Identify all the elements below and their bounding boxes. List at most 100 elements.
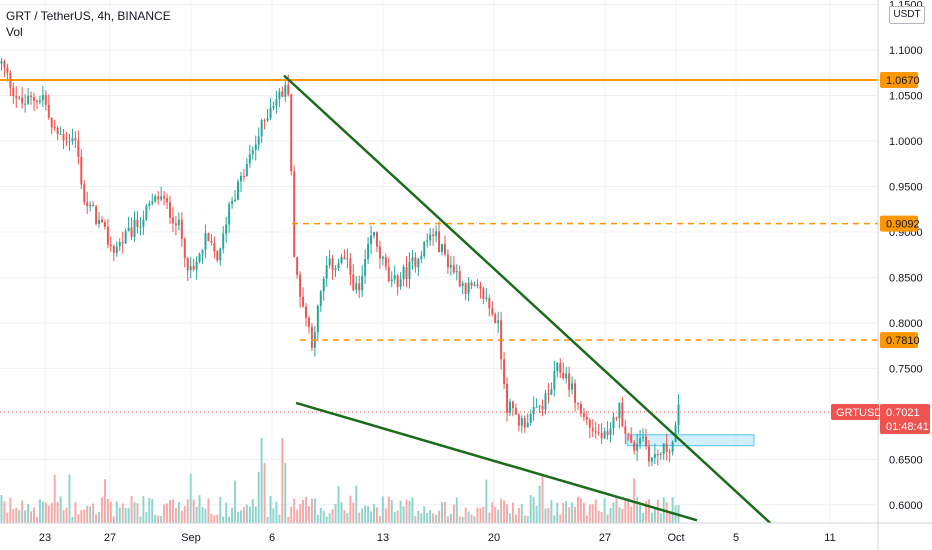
volume-bar (390, 500, 393, 523)
candle-body (260, 120, 263, 137)
volume-bar (222, 516, 225, 523)
candle-body (361, 275, 364, 291)
candle-body (24, 103, 27, 105)
time-tick-label: Sep (181, 532, 201, 544)
candle-body (396, 275, 399, 287)
candle-body (367, 244, 370, 260)
volume-bar (517, 507, 520, 523)
volume-bar (588, 504, 591, 523)
volume-bar (136, 503, 139, 523)
candle-body (204, 233, 207, 250)
horizontal-levels[interactable] (0, 79, 878, 413)
currency-button[interactable]: USDT (889, 6, 925, 24)
symbol-title[interactable]: GRT / TetherUS, 4h, BINANCE (6, 9, 171, 23)
volume-bar (627, 498, 630, 523)
trendline (295, 401, 698, 522)
candle-body (145, 205, 148, 220)
candle-body (494, 314, 497, 323)
breakout-zone[interactable] (626, 434, 755, 447)
volume-bar (535, 505, 538, 523)
candle-body (479, 286, 482, 289)
candle-body (645, 436, 647, 447)
candle-body (257, 136, 260, 145)
candle-body (364, 259, 367, 276)
candle-body (35, 100, 38, 103)
volume-bar (18, 510, 21, 523)
candle-body (3, 61, 6, 68)
candle-body (101, 219, 103, 223)
volume-bar (0, 495, 3, 523)
candle-body (174, 223, 177, 226)
candle-body (452, 265, 455, 273)
volume-bar (284, 463, 287, 523)
volume-bar (579, 498, 582, 523)
volume-bar (65, 507, 68, 523)
volume-bar (568, 507, 571, 523)
candle-body (491, 308, 494, 315)
candle-body (160, 196, 163, 200)
level-price-tag (880, 72, 918, 89)
candle-body (579, 403, 582, 414)
candle-body (488, 297, 491, 309)
volume-legend[interactable]: Vol (6, 25, 23, 39)
volume-bar (349, 495, 352, 523)
volume-bar (287, 516, 290, 523)
candle-body (112, 245, 115, 253)
volume-bar (322, 510, 325, 523)
volume-bar (281, 438, 284, 523)
volume-bar (458, 516, 461, 523)
volume-bar (251, 499, 254, 523)
time-axis-bg (0, 523, 932, 550)
candle-body (470, 282, 473, 286)
candle-body (136, 219, 139, 228)
volume-bar (248, 506, 251, 523)
candle-body (630, 434, 633, 443)
candle-body (171, 217, 174, 224)
volume-bar (556, 502, 559, 523)
candle-body (151, 201, 154, 204)
volume-bars (0, 438, 680, 523)
candle-body (322, 278, 325, 292)
volume-bar (71, 516, 74, 523)
volume-bar (378, 515, 381, 523)
volume-bar (582, 502, 585, 523)
candle-body (157, 196, 160, 200)
volume-bar (396, 510, 399, 523)
price-tick-label: 0.6500 (889, 454, 923, 466)
candle-body (127, 227, 130, 232)
volume-bar (112, 516, 115, 523)
candle-body (71, 138, 74, 142)
last-price-tag (880, 403, 930, 434)
candle-body (237, 181, 239, 200)
candle-body (384, 256, 387, 267)
volume-bar (151, 498, 154, 523)
candles (0, 57, 680, 467)
volume-bar (574, 506, 577, 523)
candle-body (565, 373, 568, 379)
volume-bar (33, 507, 35, 523)
volume-bar (12, 508, 15, 523)
volume-bar (24, 510, 27, 523)
volume-bar (411, 497, 414, 523)
candle-body (278, 91, 281, 100)
candle-body (198, 253, 201, 262)
volume-bar (438, 510, 441, 523)
candle-body (337, 263, 340, 269)
candle-body (92, 204, 95, 207)
candle-body (373, 232, 375, 236)
candle-body (506, 383, 509, 413)
candle-body (503, 359, 506, 384)
candle-body (130, 227, 133, 237)
volume-bar (316, 514, 319, 523)
candle-body (33, 97, 35, 101)
volume-bar (571, 502, 574, 523)
candle-body (399, 279, 402, 287)
volume-bar (331, 509, 334, 523)
volume-bar (591, 504, 594, 523)
volume-bar (225, 502, 228, 523)
trendlines[interactable] (283, 74, 788, 540)
volume-bar (307, 506, 310, 523)
candle-body (535, 406, 538, 408)
candle-body (574, 383, 577, 403)
candle-body (272, 106, 275, 108)
